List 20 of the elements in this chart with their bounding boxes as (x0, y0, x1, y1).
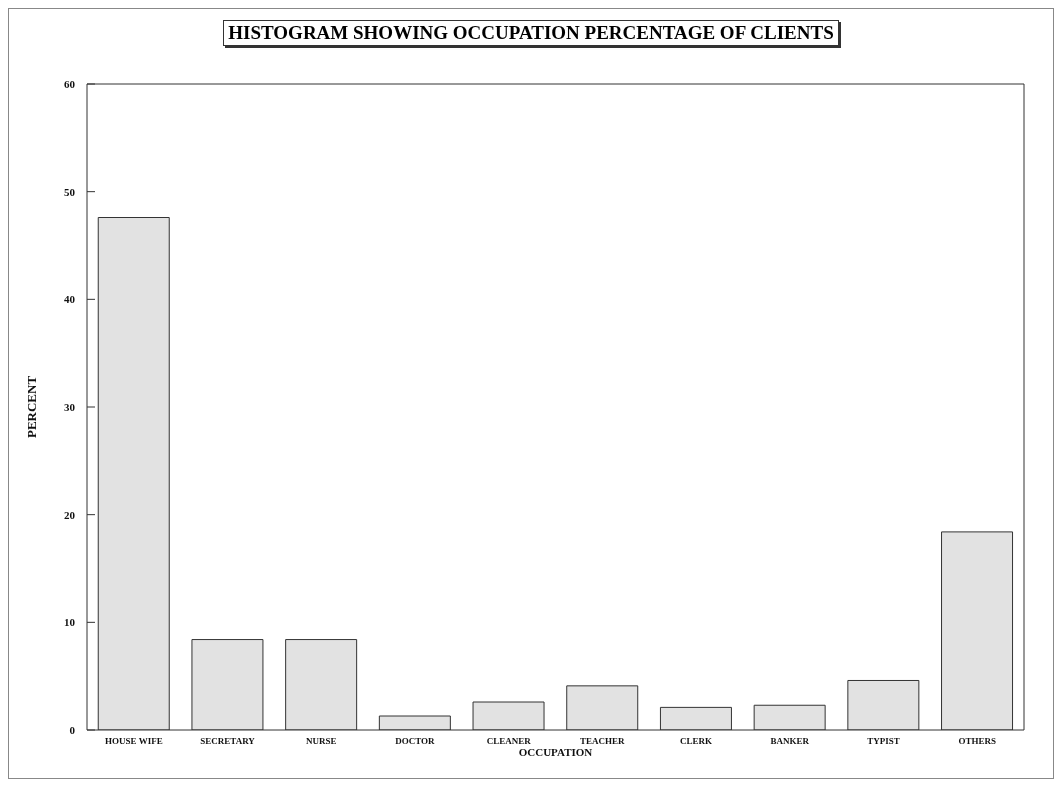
y-axis-title: PERCENT (23, 375, 39, 439)
x-tick-label: HOUSE WIFE (105, 736, 163, 747)
y-tick-label: 60 (64, 77, 76, 90)
x-tick-label: BANKER (770, 736, 810, 747)
x-tick-label: TEACHER (580, 736, 626, 747)
x-tick-label: NURSE (305, 736, 337, 747)
y-tick-label: 40 (64, 293, 76, 306)
x-tick-label: SECRETARY (200, 736, 256, 747)
y-tick-label: 0 (69, 723, 76, 736)
y-tick-label: 50 (64, 185, 76, 198)
x-tick-label: DOCTOR (395, 736, 436, 747)
x-axis-title: OCCUPATION (518, 746, 593, 758)
x-tick-label: OTHERS (958, 736, 996, 747)
y-tick-label: 20 (64, 508, 76, 521)
chart-title: HISTOGRAM SHOWING OCCUPATION PERCENTAGE OF CLIENTS (223, 20, 839, 46)
x-tick-label: CLERK (680, 736, 713, 747)
y-tick-label: 10 (64, 616, 76, 629)
x-tick-label: CLEANER (486, 736, 532, 747)
y-tick-label: 30 (64, 400, 76, 413)
x-tick-label: TYPIST (867, 736, 900, 747)
